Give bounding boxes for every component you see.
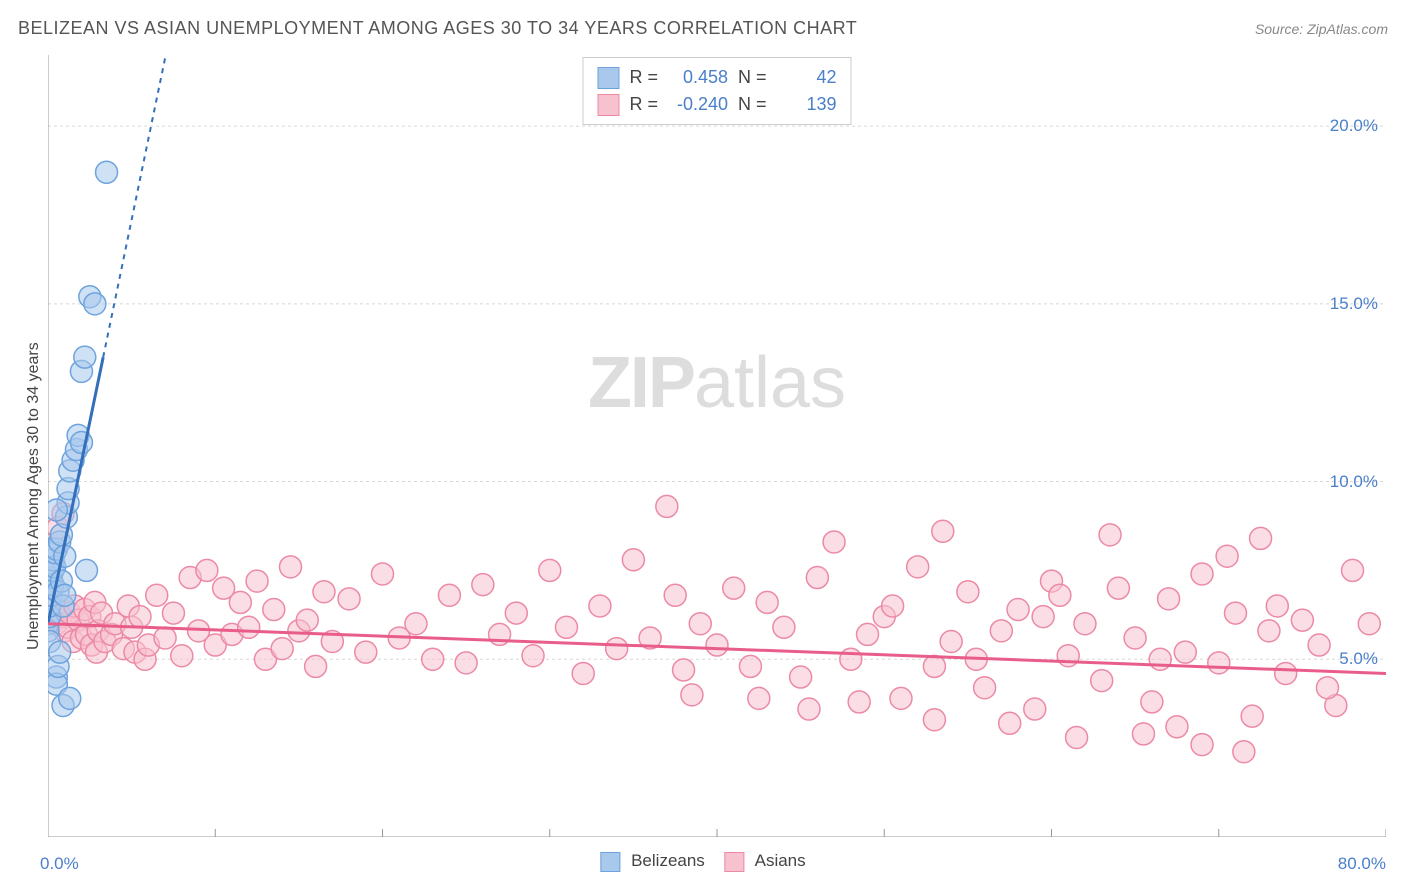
source-label: Source: ZipAtlas.com xyxy=(1255,21,1388,37)
legend-label: Asians xyxy=(755,851,806,870)
y-tick-label: 10.0% xyxy=(1330,472,1378,492)
swatch-icon xyxy=(725,852,745,872)
chart-title: BELIZEAN VS ASIAN UNEMPLOYMENT AMONG AGE… xyxy=(18,18,857,39)
series-legend: Belizeans Asians xyxy=(600,851,805,872)
stat-label: R = xyxy=(629,64,658,91)
y-tick-label: 5.0% xyxy=(1339,649,1378,669)
legend-item: Asians xyxy=(725,851,806,872)
x-axis-min-label: 0.0% xyxy=(40,854,79,874)
watermark-light: atlas xyxy=(694,343,846,423)
stat-value: 139 xyxy=(777,91,837,118)
y-tick-label: 20.0% xyxy=(1330,116,1378,136)
y-axis-label: Unemployment Among Ages 30 to 34 years xyxy=(25,342,43,650)
swatch-icon xyxy=(597,67,619,89)
x-axis-max-label: 80.0% xyxy=(1338,854,1386,874)
chart-area: ZIPatlas R = 0.458 N = 42 R = -0.240 N =… xyxy=(48,55,1386,837)
stat-label: N = xyxy=(738,91,767,118)
watermark: ZIPatlas xyxy=(588,342,846,424)
swatch-icon xyxy=(600,852,620,872)
legend-label: Belizeans xyxy=(631,851,705,870)
stat-value: 0.458 xyxy=(668,64,728,91)
stat-label: R = xyxy=(629,91,658,118)
scatter-plot-svg xyxy=(48,55,1386,837)
stat-row: R = -0.240 N = 139 xyxy=(597,91,836,118)
stat-value: 42 xyxy=(777,64,837,91)
stat-row: R = 0.458 N = 42 xyxy=(597,64,836,91)
stat-value: -0.240 xyxy=(668,91,728,118)
swatch-icon xyxy=(597,94,619,116)
watermark-bold: ZIP xyxy=(588,343,694,423)
correlation-stats-box: R = 0.458 N = 42 R = -0.240 N = 139 xyxy=(582,57,851,125)
legend-item: Belizeans xyxy=(600,851,704,872)
stat-label: N = xyxy=(738,64,767,91)
y-tick-label: 15.0% xyxy=(1330,294,1378,314)
